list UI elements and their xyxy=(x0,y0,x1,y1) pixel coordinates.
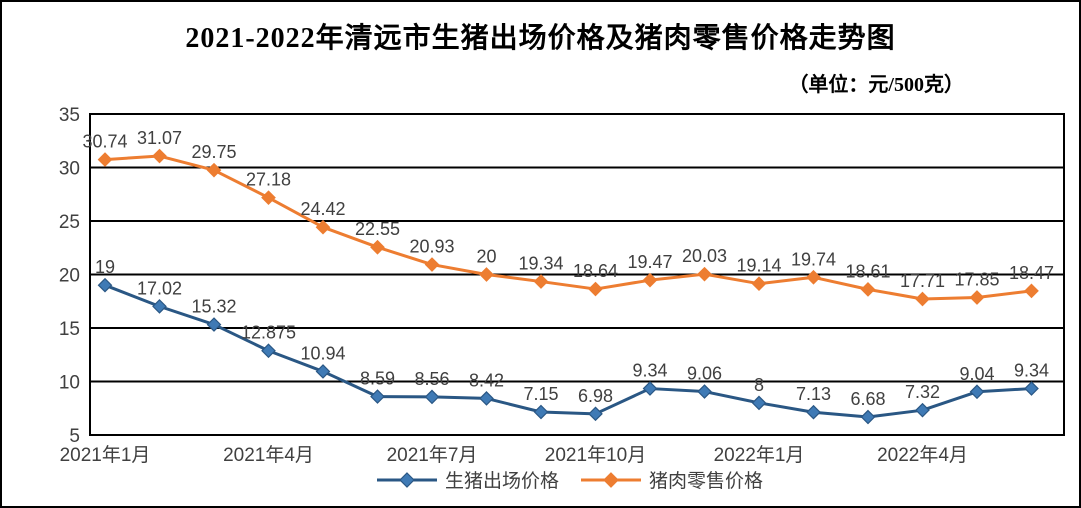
data-label: 27.18 xyxy=(246,170,291,190)
chart-title: 2021-2022年清远市生猪出场价格及猪肉零售价格走势图 xyxy=(185,23,896,54)
data-point-marker xyxy=(588,406,603,422)
data-point-marker xyxy=(315,364,331,379)
y-tick-label: 20 xyxy=(59,266,80,287)
y-tick-label: 5 xyxy=(69,426,80,447)
x-tick-label: 2021年1月 xyxy=(60,444,151,466)
data-label: 20 xyxy=(476,247,496,267)
data-label: 9.04 xyxy=(959,364,994,384)
data-label: 7.32 xyxy=(905,382,940,402)
data-point-marker xyxy=(206,162,222,178)
y-tick-label: 35 xyxy=(59,105,80,126)
data-point-marker xyxy=(751,276,767,292)
data-label: 17.71 xyxy=(900,271,945,291)
data-label: 19.74 xyxy=(791,249,836,269)
data-point-marker xyxy=(642,381,658,396)
data-label: 19 xyxy=(95,257,115,277)
data-label: 8.56 xyxy=(414,369,449,389)
data-label: 8 xyxy=(754,375,764,395)
y-tick-label: 10 xyxy=(59,373,80,394)
data-label: 17.85 xyxy=(954,270,999,290)
data-point-marker xyxy=(533,404,549,420)
data-point-marker xyxy=(588,281,603,297)
data-point-marker xyxy=(424,257,440,272)
data-point-marker xyxy=(1024,283,1039,299)
data-point-marker xyxy=(1024,381,1039,396)
data-label: 8.59 xyxy=(360,369,395,389)
data-label: 7.15 xyxy=(523,384,558,404)
y-tick-label: 15 xyxy=(59,319,80,340)
data-label: 18.64 xyxy=(573,261,618,281)
data-label: 9.34 xyxy=(632,361,667,381)
data-point-marker xyxy=(370,239,385,255)
legend-label-pork-retail: 猪肉零售价格 xyxy=(649,470,763,492)
legend-label-pig-exfactory: 生猪出场价格 xyxy=(445,470,559,492)
data-label: 22.55 xyxy=(355,219,400,239)
data-point-marker xyxy=(697,384,712,399)
data-point-marker xyxy=(860,409,876,425)
data-point-marker xyxy=(915,291,930,307)
data-point-marker xyxy=(806,404,821,420)
data-point-marker xyxy=(479,267,494,282)
data-point-marker xyxy=(424,389,440,405)
data-label: 24.42 xyxy=(300,199,345,219)
data-point-marker xyxy=(97,152,113,167)
data-point-marker xyxy=(915,402,930,418)
data-point-marker xyxy=(315,219,331,235)
data-label: 18.61 xyxy=(845,261,890,281)
x-tick-label: 2021年10月 xyxy=(545,444,646,466)
data-point-marker xyxy=(479,391,494,406)
data-point-marker xyxy=(603,472,619,488)
series-line-pig-exfactory xyxy=(104,283,1032,419)
x-tick-label: 2021年7月 xyxy=(387,444,478,466)
data-point-marker xyxy=(97,277,113,293)
data-point-marker xyxy=(860,282,876,297)
data-label: 19.47 xyxy=(627,252,672,272)
data-point-marker xyxy=(370,389,385,404)
data-label: 8.42 xyxy=(469,370,504,390)
data-point-marker xyxy=(806,269,821,285)
data-point-marker xyxy=(399,472,415,488)
data-label: 19.14 xyxy=(736,256,781,276)
data-label: 6.98 xyxy=(578,386,613,406)
data-label: 31.07 xyxy=(137,128,182,148)
data-label: 30.74 xyxy=(82,132,127,152)
data-point-marker xyxy=(152,148,167,164)
data-point-marker xyxy=(642,272,658,288)
data-label: 9.34 xyxy=(1014,361,1049,381)
data-label: 17.02 xyxy=(137,278,182,298)
y-tick-label: 30 xyxy=(59,159,80,180)
data-label: 19.34 xyxy=(518,254,563,274)
data-point-marker xyxy=(697,266,712,282)
data-point-marker xyxy=(206,317,222,332)
data-label: 9.06 xyxy=(687,364,722,384)
y-tick-label: 25 xyxy=(59,212,80,233)
unit-label: （单位：元/500克） xyxy=(788,74,964,96)
data-point-marker xyxy=(969,290,985,305)
data-label: 10.94 xyxy=(300,343,345,363)
data-label: 6.68 xyxy=(850,389,885,409)
plot-border xyxy=(89,113,1065,436)
data-label: 20.93 xyxy=(409,237,454,257)
series-line-pork-retail xyxy=(104,154,1032,301)
x-tick-label: 2022年4月 xyxy=(877,444,968,466)
data-point-marker xyxy=(261,343,276,359)
data-label: 18.47 xyxy=(1009,263,1054,283)
data-label: 29.75 xyxy=(191,142,236,162)
data-point-marker xyxy=(969,384,985,400)
data-label: 12.875 xyxy=(241,323,296,343)
data-point-marker xyxy=(261,190,276,206)
x-tick-label: 2022年1月 xyxy=(714,444,805,466)
data-label: 7.13 xyxy=(796,384,831,404)
data-point-marker xyxy=(152,299,167,314)
x-tick-label: 2021年4月 xyxy=(223,444,314,466)
data-point-marker xyxy=(751,395,767,411)
data-point-marker xyxy=(533,274,549,289)
data-label: 15.32 xyxy=(191,297,236,317)
data-label: 20.03 xyxy=(682,246,727,266)
